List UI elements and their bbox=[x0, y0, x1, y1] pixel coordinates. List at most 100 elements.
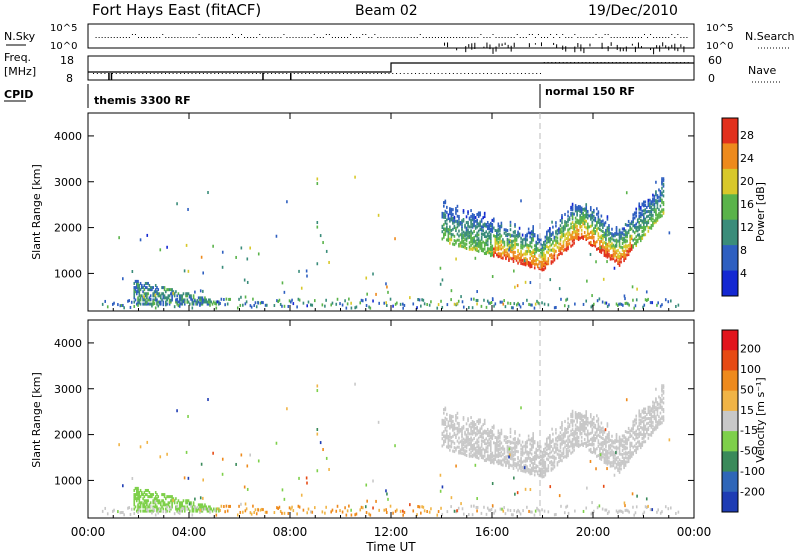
velocity-echo bbox=[562, 451, 565, 455]
power-echo bbox=[456, 225, 459, 229]
nsky-dot bbox=[168, 37, 170, 38]
velocity-echo bbox=[571, 450, 574, 454]
power-echo bbox=[576, 218, 578, 222]
power-echo bbox=[629, 236, 631, 240]
velocity-echo bbox=[162, 499, 165, 503]
velocity-echo bbox=[624, 440, 627, 444]
power-echo bbox=[559, 235, 562, 239]
power-echo bbox=[462, 245, 465, 249]
power-echo bbox=[639, 225, 642, 229]
velocity-echo bbox=[412, 509, 415, 513]
power-echo bbox=[508, 255, 510, 259]
power-echo bbox=[170, 292, 172, 296]
power-echo bbox=[524, 252, 527, 256]
power-echo bbox=[512, 259, 515, 263]
velocity-echo bbox=[558, 436, 560, 440]
velocity-echo bbox=[642, 429, 645, 433]
power-echo bbox=[154, 290, 157, 294]
velocity-echo bbox=[194, 497, 196, 501]
velocity-echo bbox=[494, 450, 497, 454]
velocity-echo bbox=[558, 453, 560, 457]
velocity-echo bbox=[456, 445, 459, 449]
velocity-echo bbox=[480, 444, 483, 448]
velocity-echo bbox=[585, 441, 588, 445]
power-echo bbox=[470, 247, 472, 251]
power-echo bbox=[171, 298, 173, 302]
colorbar-segment bbox=[722, 330, 738, 351]
velocity-echo bbox=[533, 466, 536, 470]
velocity-echo bbox=[588, 439, 591, 443]
velocity-echo bbox=[539, 462, 542, 466]
beam-label: Beam 02 bbox=[355, 3, 418, 19]
power-echo bbox=[144, 292, 147, 296]
velocity-echo bbox=[662, 384, 665, 388]
power-echo bbox=[146, 292, 148, 296]
velocity-echo bbox=[127, 506, 129, 510]
velocity-echo bbox=[180, 505, 182, 509]
velocity-echo bbox=[602, 484, 605, 488]
velocity-echo bbox=[541, 475, 544, 479]
power-echo bbox=[593, 239, 595, 243]
velocity-echo bbox=[146, 508, 148, 512]
velocity-echo bbox=[588, 432, 591, 436]
power-echo bbox=[523, 244, 525, 248]
velocity-echo bbox=[567, 435, 569, 439]
velocity-echo bbox=[589, 415, 592, 419]
power-echo bbox=[461, 239, 463, 243]
power-echo bbox=[564, 212, 566, 216]
power-echo bbox=[278, 298, 281, 302]
velocity-echo bbox=[532, 468, 534, 472]
power-echo bbox=[593, 241, 595, 245]
power-echo bbox=[462, 305, 465, 309]
velocity-echo bbox=[658, 395, 660, 399]
power-echo bbox=[486, 220, 489, 224]
power-echo bbox=[254, 301, 257, 305]
power-echo bbox=[202, 289, 204, 293]
power-echo bbox=[567, 239, 569, 243]
power-echo bbox=[591, 244, 594, 248]
power-echo bbox=[173, 305, 176, 309]
power-echo bbox=[473, 245, 475, 249]
power-echo bbox=[618, 234, 621, 238]
power-echo bbox=[662, 203, 665, 207]
velocity-echo bbox=[201, 508, 204, 512]
velocity-echo bbox=[627, 436, 630, 440]
power-echo bbox=[638, 233, 641, 237]
velocity-echo bbox=[456, 411, 459, 415]
nave-dot bbox=[343, 73, 345, 74]
velocity-echo bbox=[653, 404, 656, 408]
velocity-echo bbox=[536, 472, 539, 476]
power-echo bbox=[474, 216, 477, 220]
velocity-echo bbox=[491, 425, 494, 429]
nsky-dot bbox=[353, 37, 355, 38]
power-echo bbox=[571, 243, 574, 247]
velocity-echo bbox=[543, 475, 545, 479]
power-echo bbox=[618, 230, 621, 234]
power-echo bbox=[519, 305, 522, 309]
velocity-echo bbox=[439, 473, 442, 477]
power-echo bbox=[291, 298, 293, 302]
power-echo bbox=[497, 222, 500, 226]
velocity-echo bbox=[467, 443, 469, 447]
velocity-echo bbox=[204, 507, 206, 511]
velocity-echo bbox=[524, 470, 527, 474]
velocity-echo bbox=[562, 436, 565, 440]
velocity-echo bbox=[612, 456, 615, 460]
power-echo bbox=[311, 303, 314, 307]
velocity-echo bbox=[489, 428, 492, 432]
velocity-echo bbox=[641, 433, 644, 437]
power-echo bbox=[180, 296, 182, 300]
nave-dot bbox=[301, 73, 303, 74]
power-echo bbox=[541, 243, 544, 247]
power-echo bbox=[204, 296, 206, 300]
velocity-echo bbox=[651, 508, 654, 512]
velocity-echo bbox=[144, 493, 147, 497]
nsearch-bar bbox=[680, 44, 682, 48]
nsky-dot bbox=[334, 37, 336, 38]
power-echo bbox=[653, 194, 656, 198]
velocity-echo bbox=[533, 473, 536, 477]
power-echo bbox=[279, 302, 282, 306]
power-echo bbox=[482, 216, 485, 220]
power-echo bbox=[564, 233, 566, 237]
power-echo bbox=[485, 224, 488, 228]
